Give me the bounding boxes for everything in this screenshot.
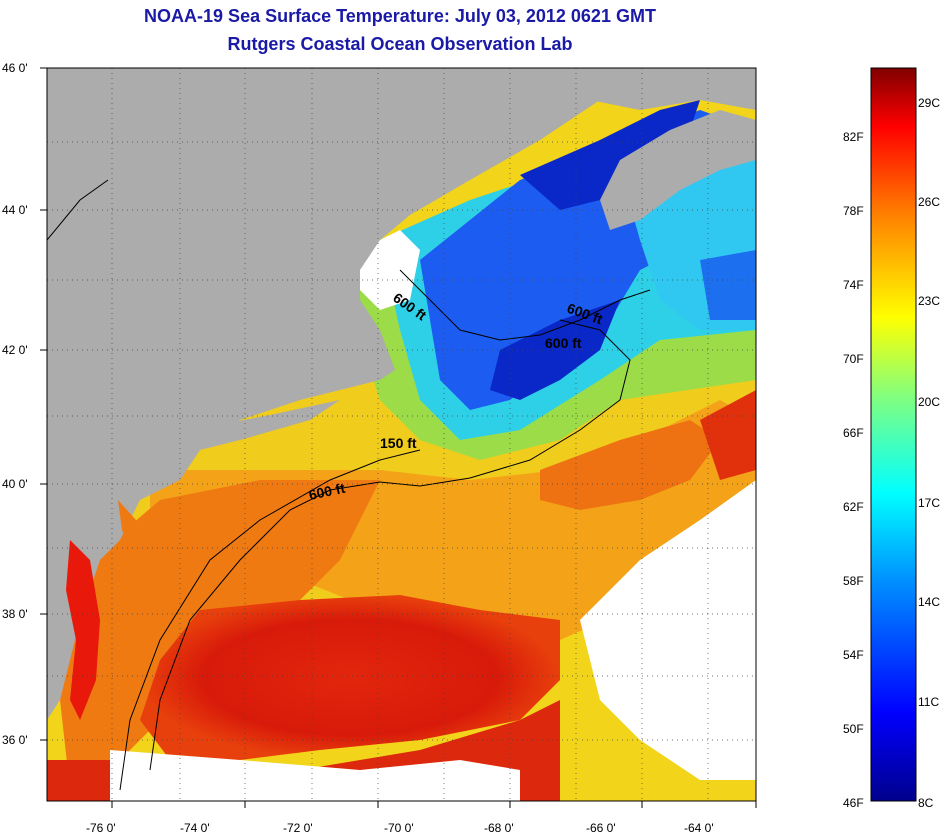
colorbar-f-66: 66F — [843, 426, 864, 440]
colorbar-f-54: 54F — [843, 648, 864, 662]
lat-label-40: 40 0' — [2, 477, 28, 491]
sea-blue-east-patch — [700, 250, 756, 320]
colorbar-c-26: 26C — [918, 195, 940, 209]
colorbar-c-23: 23C — [918, 294, 940, 308]
colorbar-f-82: 82F — [843, 130, 864, 144]
map-subtitle: Rutgers Coastal Ocean Observation Lab — [227, 34, 573, 54]
lon-label-66: -66 0' — [586, 821, 616, 835]
cloud-maine-coast — [360, 230, 420, 310]
contour-line-coast-north — [47, 179, 109, 241]
contour-label-600ft-shelf: 600 ft — [307, 480, 346, 503]
contour-line-gulf-maine — [399, 269, 651, 341]
colorbar-f-74: 74F — [843, 278, 864, 292]
map-title: NOAA-19 Sea Surface Temperature: July 03… — [144, 6, 656, 26]
sea-red-east — [700, 390, 756, 480]
colorbar-c-14: 14C — [918, 595, 940, 609]
colorbar-c-29: 29C — [918, 96, 940, 110]
colorbar-c-8: 8C — [918, 796, 934, 810]
cloud-scotian-east — [680, 540, 740, 610]
lat-label-42: 42 0' — [2, 343, 28, 357]
sea-deep-blue-patch-north — [520, 100, 700, 210]
warm-eddy-east — [540, 420, 720, 510]
lat-label-36: 36 0' — [2, 733, 28, 747]
lat-label-38: 38 0' — [2, 607, 28, 621]
contour-label-600ft-east: 600 ft — [545, 335, 582, 351]
colorbar-f-62: 62F — [843, 500, 864, 514]
colorbar-c-11: 11C — [918, 695, 939, 709]
map-border — [46, 67, 757, 802]
colorbar-f-78: 78F — [843, 204, 864, 218]
colorbar-c-17: 17C — [918, 496, 940, 510]
graticule — [47, 68, 756, 801]
cloud-south — [110, 750, 520, 801]
lat-label-44: 44 0' — [2, 203, 28, 217]
sea-deep-blue-patch — [490, 300, 620, 400]
lon-label-70: -70 0' — [384, 821, 414, 835]
colorbar-f-58: 58F — [843, 574, 864, 588]
lon-label-68: -68 0' — [484, 821, 514, 835]
contour-line-150ft — [119, 449, 421, 791]
land-long-island — [190, 400, 340, 450]
land-new-brunswick — [560, 68, 756, 110]
lon-label-74: -74 0' — [180, 821, 210, 835]
lon-label-64: -64 0' — [684, 821, 714, 835]
land-northeast-us — [47, 68, 660, 720]
axis-ticks — [40, 67, 757, 808]
colorbar-f-50: 50F — [843, 722, 864, 736]
lat-label-46: 46 0' — [2, 61, 28, 75]
lon-label-76: -76 0' — [86, 821, 116, 835]
colorbar-c-20: 20C — [918, 395, 940, 409]
colorbar-f-46: 46F — [843, 796, 864, 810]
colorbar-f-70: 70F — [843, 352, 864, 366]
colorbar — [870, 67, 917, 802]
lon-label-72: -72 0' — [283, 821, 313, 835]
chesapeake-bay — [66, 540, 100, 720]
contour-label-150ft: 150 ft — [380, 435, 417, 451]
delaware-bay — [118, 500, 150, 560]
land-nova-scotia — [600, 110, 756, 230]
contour-line-600ft — [149, 319, 631, 771]
